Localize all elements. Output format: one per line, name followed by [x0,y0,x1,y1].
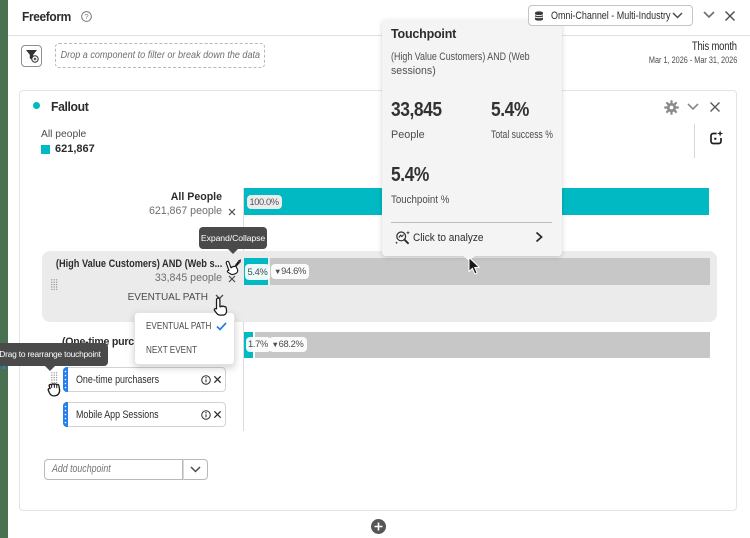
svg-text:?: ? [84,12,88,21]
